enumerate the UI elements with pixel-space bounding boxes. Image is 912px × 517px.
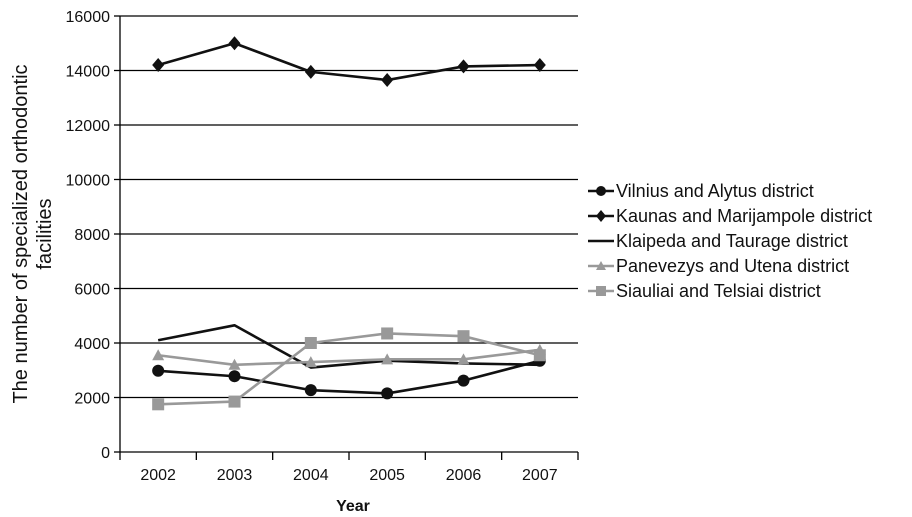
data-point [596, 186, 606, 196]
y-axis-title-line: The number of specialized orthodontic [10, 64, 32, 403]
y-tick-label: 6000 [74, 282, 110, 299]
data-point [457, 59, 470, 74]
legend: Vilnius and Alytus district Kaunas and Ma… [588, 181, 872, 301]
data-point [228, 370, 241, 383]
legend-entry: Kaunas and Marijampole district [588, 206, 872, 226]
x-tick-label: 2005 [369, 467, 405, 484]
data-point [152, 364, 165, 377]
legend-label: Klaipeda and Taurage district [616, 231, 848, 251]
data-point [596, 210, 606, 222]
series-panevezys-and-utena-district [152, 343, 546, 370]
y-tick-label: 16000 [66, 9, 111, 26]
data-point [381, 327, 394, 340]
data-point [533, 58, 546, 73]
y-tick-label: 10000 [66, 173, 111, 190]
data-point [381, 353, 394, 365]
legend-label: Vilnius and Alytus district [616, 181, 814, 201]
x-tick-label: 2003 [217, 467, 253, 484]
legend-entry: Klaipeda and Taurage district [588, 231, 848, 251]
series-lines [152, 36, 546, 411]
legend-entry: Vilnius and Alytus district [588, 181, 814, 201]
series-line [158, 332, 541, 406]
x-tick-label: 2004 [293, 467, 329, 484]
data-point [596, 261, 606, 270]
x-tick-labels: 2002 2003 2004 2005 2006 2007 [140, 467, 557, 484]
axes [119, 16, 579, 460]
x-tick-label: 2007 [522, 467, 558, 484]
series-siauliai-and-telsiai-district [152, 327, 546, 411]
data-point [152, 349, 165, 361]
x-tick-label: 2002 [140, 467, 176, 484]
data-point [457, 353, 470, 365]
series-line [157, 41, 540, 82]
data-point [304, 384, 317, 397]
y-axis-title: The number of specialized orthodontic fac… [10, 64, 56, 403]
data-point [304, 64, 317, 79]
y-tick-label: 4000 [74, 336, 110, 353]
gridlines [114, 15, 578, 453]
y-tick-label: 12000 [66, 118, 111, 135]
y-tick-label: 8000 [74, 227, 110, 244]
series-klaipeda-and-taurage-district [157, 323, 540, 369]
x-tick-label: 2006 [446, 467, 482, 484]
data-point [381, 73, 394, 88]
data-point [533, 349, 546, 362]
y-axis-title-line: facilities [34, 198, 56, 269]
data-point [304, 356, 317, 368]
data-point [228, 358, 241, 370]
y-tick-labels: 0 2000 4000 6000 8000 10000 12000 14000 16000 [66, 9, 111, 462]
data-point [304, 337, 317, 349]
y-tick-label: 2000 [74, 391, 110, 408]
data-point [596, 286, 606, 296]
series-kaunas-and-marijampole-district [152, 36, 546, 88]
data-point [228, 395, 241, 408]
series-line [158, 348, 540, 367]
series-line [158, 359, 541, 395]
data-point [457, 374, 470, 387]
legend-label: Kaunas and Marijampole district [616, 206, 872, 226]
data-point [381, 387, 394, 400]
legend-label: Siauliai and Telsiai district [616, 281, 821, 301]
data-point [152, 398, 165, 411]
legend-label: Panevezys and Utena district [616, 256, 849, 276]
y-tick-label: 14000 [66, 64, 111, 81]
y-tick-label: 0 [101, 445, 110, 462]
legend-entry: Panevezys and Utena district [588, 256, 849, 276]
data-point [152, 58, 165, 73]
data-point [228, 36, 241, 51]
x-axis-title: Year [336, 498, 370, 515]
data-point [457, 330, 470, 343]
legend-entry: Siauliai and Telsiai district [588, 281, 821, 301]
series-line [157, 323, 540, 369]
